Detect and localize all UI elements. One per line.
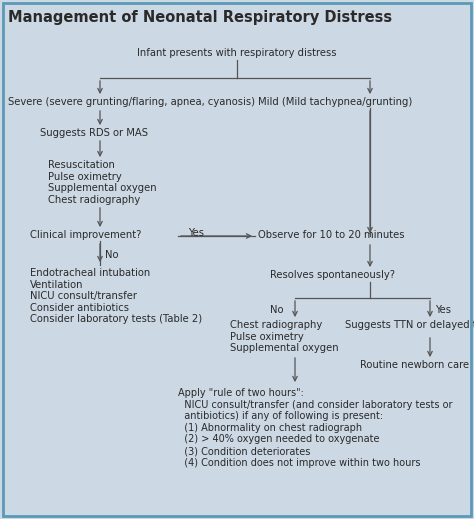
Text: Clinical improvement?: Clinical improvement?	[30, 230, 141, 240]
Text: Suggests TTN or delayed transition: Suggests TTN or delayed transition	[345, 320, 474, 330]
Text: Yes: Yes	[188, 228, 204, 238]
Text: Endotracheal intubation
Ventilation
NICU consult/transfer
Consider antibiotics
C: Endotracheal intubation Ventilation NICU…	[30, 268, 202, 324]
Text: No: No	[105, 250, 118, 260]
Text: Resuscitation
Pulse oximetry
Supplemental oxygen
Chest radiography: Resuscitation Pulse oximetry Supplementa…	[48, 160, 156, 205]
Text: Mild (Mild tachypnea/grunting): Mild (Mild tachypnea/grunting)	[258, 97, 412, 107]
Text: Observe for 10 to 20 minutes: Observe for 10 to 20 minutes	[258, 230, 404, 240]
Text: Yes: Yes	[435, 305, 451, 315]
Text: Suggests RDS or MAS: Suggests RDS or MAS	[40, 128, 148, 138]
Text: Chest radiography
Pulse oximetry
Supplemental oxygen: Chest radiography Pulse oximetry Supplem…	[230, 320, 338, 353]
Text: Routine newborn care: Routine newborn care	[360, 360, 469, 370]
Text: Resolves spontaneously?: Resolves spontaneously?	[270, 270, 395, 280]
Text: Management of Neonatal Respiratory Distress: Management of Neonatal Respiratory Distr…	[8, 10, 392, 25]
Text: No: No	[270, 305, 283, 315]
Text: Severe (severe grunting/flaring, apnea, cyanosis): Severe (severe grunting/flaring, apnea, …	[8, 97, 255, 107]
Text: Apply "rule of two hours":
  NICU consult/transfer (and consider laboratory test: Apply "rule of two hours": NICU consult/…	[178, 388, 453, 468]
Text: Infant presents with respiratory distress: Infant presents with respiratory distres…	[137, 48, 337, 58]
